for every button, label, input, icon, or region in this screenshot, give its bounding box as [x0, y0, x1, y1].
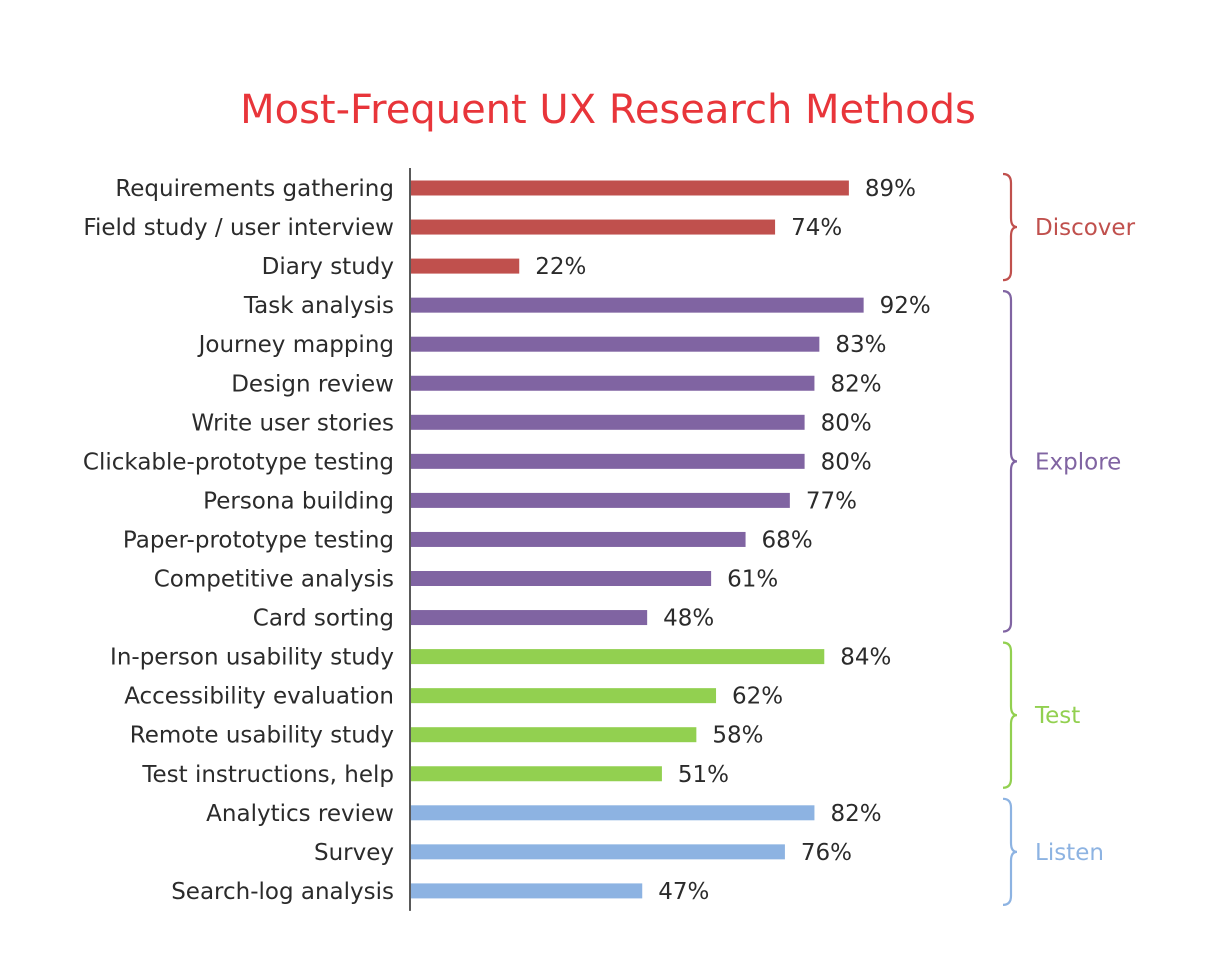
group-label: Discover	[1035, 215, 1136, 241]
bar	[411, 883, 643, 899]
category-label: Task analysis	[243, 293, 394, 319]
bar	[411, 805, 815, 821]
group-label: Explore	[1035, 449, 1121, 475]
category-label: Paper-prototype testing	[123, 527, 394, 553]
value-label: 68%	[762, 527, 813, 553]
category-label: Card sorting	[253, 606, 394, 632]
category-label: In-person usability study	[110, 645, 394, 671]
value-label: 92%	[880, 293, 931, 319]
category-label: Competitive analysis	[154, 567, 394, 593]
group-label: Test	[1034, 703, 1080, 729]
value-label: 58%	[712, 723, 763, 749]
category-label: Test instructions, help	[141, 762, 394, 788]
bar	[411, 571, 712, 586]
bar	[411, 180, 849, 196]
bar	[411, 844, 785, 860]
value-label: 61%	[727, 567, 778, 593]
bar	[411, 688, 717, 704]
bar	[411, 492, 790, 508]
value-label: 48%	[663, 606, 714, 632]
group-bracket	[1002, 172, 1018, 282]
bar	[411, 414, 805, 430]
category-label: Design review	[231, 371, 394, 397]
bar	[411, 258, 520, 274]
bar	[411, 649, 825, 665]
value-label: 76%	[801, 840, 852, 866]
bar	[411, 297, 864, 313]
value-label: 51%	[678, 762, 729, 788]
value-label: 82%	[830, 371, 881, 397]
category-label: Search-log analysis	[171, 879, 394, 905]
bars-layer: Requirements gathering 89% Field study / u…	[83, 176, 931, 905]
bar	[411, 336, 820, 352]
bar	[411, 610, 648, 626]
value-label: 22%	[535, 254, 586, 280]
value-label: 89%	[865, 176, 916, 202]
group-brackets-layer: Discover Explore Test Listen	[1002, 172, 1136, 906]
bar	[411, 219, 776, 235]
group-bracket	[1002, 797, 1018, 906]
chart-title: Most-Frequent UX Research Methods	[240, 87, 976, 133]
bar	[411, 453, 805, 469]
category-label: Journey mapping	[197, 332, 394, 358]
category-label: Analytics review	[206, 801, 394, 827]
category-label: Write user stories	[191, 410, 394, 436]
value-label: 47%	[658, 879, 709, 905]
group-bracket	[1002, 641, 1018, 789]
value-label: 62%	[732, 684, 783, 710]
category-label: Remote usability study	[130, 723, 394, 749]
category-label: Clickable-prototype testing	[83, 449, 394, 475]
bar	[411, 727, 697, 743]
category-label: Accessibility evaluation	[124, 684, 394, 710]
value-label: 77%	[806, 488, 857, 514]
value-label: 80%	[821, 410, 872, 436]
bar	[411, 375, 815, 391]
group-label: Listen	[1035, 840, 1104, 866]
category-label: Field study / user interview	[83, 215, 394, 241]
category-label: Survey	[314, 840, 394, 866]
category-label: Diary study	[262, 254, 394, 280]
value-label: 74%	[791, 215, 842, 241]
value-label: 82%	[830, 801, 881, 827]
value-label: 80%	[821, 449, 872, 475]
category-label: Requirements gathering	[115, 176, 394, 202]
bar	[411, 531, 746, 547]
group-bracket	[1002, 290, 1018, 633]
value-label: 84%	[840, 645, 891, 671]
category-label: Persona building	[203, 488, 394, 514]
value-label: 83%	[835, 332, 886, 358]
bar	[411, 766, 662, 782]
